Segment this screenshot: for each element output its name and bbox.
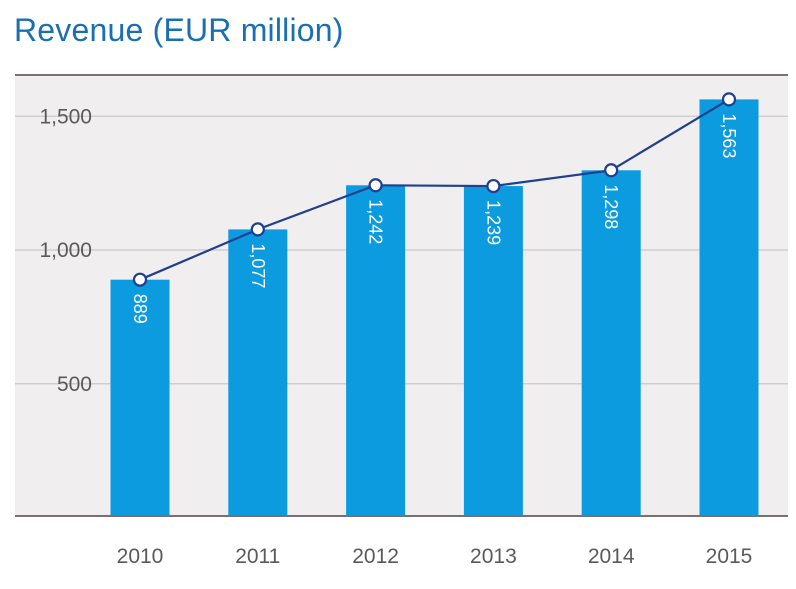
data-point-marker bbox=[721, 92, 737, 107]
data-point-marker bbox=[250, 222, 265, 237]
data-label: 1,298 bbox=[601, 184, 621, 229]
data-label: 889 bbox=[130, 294, 150, 324]
y-tick-label: 500 bbox=[57, 373, 92, 396]
x-tick-label: 2014 bbox=[588, 545, 635, 568]
chart-title: Revenue (EUR million) bbox=[14, 12, 344, 48]
bar bbox=[463, 186, 523, 516]
data-point-marker bbox=[368, 178, 383, 193]
bar bbox=[699, 99, 759, 517]
x-tick-label: 2012 bbox=[352, 545, 399, 568]
x-tick-label: 2015 bbox=[706, 545, 753, 568]
data-label: 1,077 bbox=[248, 243, 268, 288]
data-point-marker bbox=[132, 272, 148, 287]
bar bbox=[346, 185, 406, 516]
data-label: 1,239 bbox=[483, 200, 503, 245]
y-tick-label: 1,000 bbox=[39, 239, 92, 262]
x-tick-label: 2010 bbox=[117, 545, 164, 568]
x-axis-ticks: 2010 2011 2012 2013 2014 2015 bbox=[117, 545, 753, 568]
y-axis-ticks: 500 1,000 1,500 bbox=[39, 105, 92, 396]
trend-polyline bbox=[139, 98, 730, 281]
y-tick-label: 1,500 bbox=[39, 105, 92, 128]
bars bbox=[110, 99, 759, 517]
bar bbox=[228, 229, 288, 516]
data-labels: 889 1,077 1,242 1,239 1,298 1,563 bbox=[130, 113, 739, 323]
data-point-marker bbox=[486, 178, 501, 194]
x-tick-label: 2013 bbox=[470, 545, 517, 568]
bar bbox=[110, 279, 170, 516]
bar bbox=[581, 170, 641, 516]
trend-line bbox=[132, 92, 737, 287]
data-label: 1,563 bbox=[719, 113, 739, 158]
x-tick-label: 2011 bbox=[235, 545, 280, 568]
data-label: 1,242 bbox=[366, 199, 386, 244]
data-point-marker bbox=[604, 163, 619, 178]
